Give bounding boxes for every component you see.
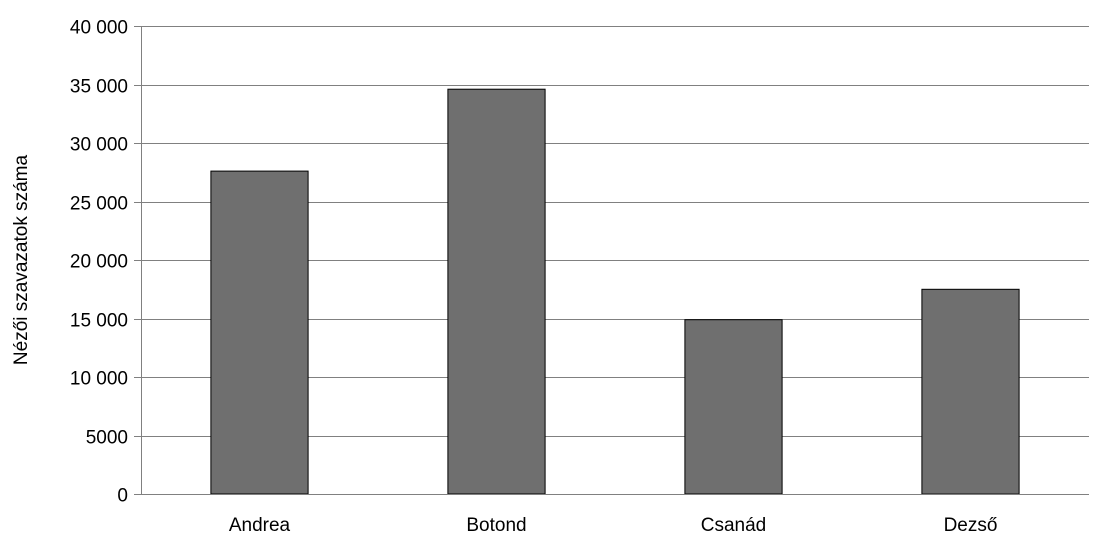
y-tick-label: 30 000 (70, 135, 128, 156)
bar-botond (447, 88, 546, 495)
x-tick-labels: Andrea Botond Csanád Dezső (229, 515, 998, 536)
bar-dezső (921, 288, 1020, 495)
y-tick-label: 25 000 (70, 194, 128, 215)
y-tick-label: 10 000 (70, 369, 128, 390)
y-tick-label: 20 000 (70, 252, 128, 273)
y-axis-title: Nézői szavazatok száma (11, 155, 32, 366)
y-tick-label: 0 (117, 486, 128, 507)
y-tick-label: 5000 (86, 428, 128, 449)
axes (134, 26, 1089, 495)
x-tick-label: Dezső (944, 515, 998, 536)
bars (210, 88, 1020, 495)
y-tick-label: 40 000 (70, 18, 128, 39)
x-tick-label: Csanád (701, 515, 767, 536)
y-tick-label: 15 000 (70, 311, 128, 332)
x-tick-label: Andrea (229, 515, 291, 536)
bar-andrea (210, 170, 309, 495)
y-tick-label: 35 000 (70, 77, 128, 98)
y-tick-labels: 0 5000 10 000 15 000 20 000 25 000 30 000 35 00… (70, 18, 128, 507)
bar-csanád (684, 319, 783, 495)
x-tick-label: Botond (466, 515, 526, 536)
